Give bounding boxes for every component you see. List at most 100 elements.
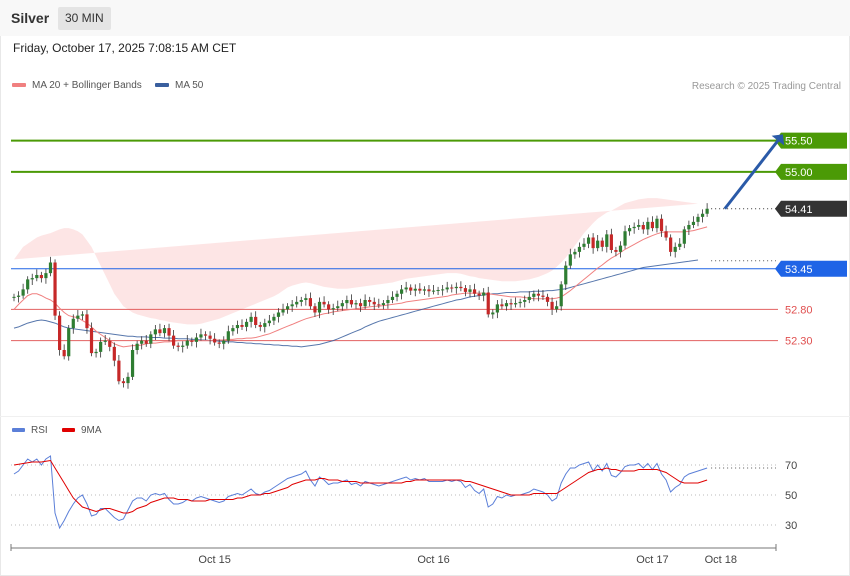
rsi-ma-label: 9MA [81, 425, 102, 436]
candle-body [336, 306, 340, 309]
candle-body [468, 289, 472, 292]
candle-body [135, 343, 139, 350]
candle-body [559, 284, 563, 307]
last-label: 54.41 [785, 204, 813, 216]
candle-body [286, 306, 290, 310]
legend-rsi-ma: 9MA [62, 425, 102, 436]
candle-body [673, 246, 677, 252]
candle-body [317, 301, 322, 313]
candle-body [153, 329, 157, 335]
candle-body [67, 328, 71, 357]
support-label: 52.30 [785, 336, 813, 348]
last-tag [775, 200, 847, 217]
candle-body [281, 309, 285, 313]
candle-body [518, 301, 522, 304]
candle-body [199, 334, 203, 338]
candle-body [609, 234, 613, 250]
candle-body [400, 289, 404, 294]
candle-body [418, 288, 422, 291]
resistance-tag [775, 163, 847, 180]
candle-body [477, 293, 481, 296]
candle-body [299, 300, 303, 302]
ma50-label: MA 50 [175, 80, 204, 91]
candle-body [39, 275, 43, 279]
candle-body [413, 288, 417, 291]
candle-body [254, 316, 258, 325]
candle-body [304, 298, 308, 300]
candle-body [491, 312, 495, 315]
candle-body [472, 289, 477, 294]
candle-body [577, 246, 582, 252]
candle-body [573, 251, 577, 255]
x-tick-label: Oct 15 [198, 554, 230, 566]
pivot-label: 53.45 [785, 264, 813, 276]
candle-body [76, 315, 80, 319]
candle-body [555, 306, 559, 310]
ma20-swatch [12, 83, 26, 88]
candle-body [628, 228, 632, 232]
candle-body [459, 286, 463, 289]
candle-body [431, 290, 436, 292]
ma50-line [13, 259, 699, 348]
candle-body [313, 306, 317, 313]
header-bar: Silver 30 MIN [0, 0, 850, 36]
candle-body [463, 288, 468, 292]
candle-body [44, 273, 48, 279]
candle-body [495, 304, 499, 313]
candle-body [386, 300, 390, 304]
rsi-swatch [12, 428, 25, 433]
rsi-ma-swatch [62, 428, 75, 433]
candle-body [53, 262, 57, 316]
candle-body [582, 243, 586, 247]
candle-body [509, 303, 513, 305]
candle-body [190, 340, 194, 342]
candle-body [696, 216, 700, 222]
candle-body [340, 303, 344, 307]
copyright-text: Research © 2025 Trading Central [691, 81, 841, 92]
timeframe-button[interactable]: 30 MIN [58, 7, 111, 30]
candle-body [276, 312, 281, 317]
rsi-tick-label: 50 [785, 490, 797, 502]
candle-body [181, 345, 185, 347]
candle-body [117, 360, 121, 382]
candle-body [632, 226, 636, 229]
candle-body [126, 376, 130, 384]
rsi-ma-line [13, 459, 708, 514]
candle-body [427, 289, 431, 292]
candle-body [167, 328, 171, 336]
candle-body [655, 218, 659, 229]
candle-body [322, 301, 326, 305]
candle-body [687, 225, 691, 230]
candle-body [422, 289, 426, 291]
candle-body [450, 287, 454, 289]
candle-body [85, 314, 89, 329]
candle-body [596, 240, 600, 249]
candle-body [48, 262, 53, 274]
candle-body [249, 316, 253, 322]
candle-body [605, 234, 609, 247]
legend-ma50: MA 50 [155, 80, 203, 91]
instrument-title: Silver [11, 10, 50, 26]
candle-body [623, 231, 627, 246]
x-tick-label: Oct 17 [636, 554, 668, 566]
candle-body [541, 295, 545, 297]
candle-body [62, 350, 66, 357]
candle-body [482, 292, 486, 296]
candle-body [395, 293, 399, 297]
candle-body [172, 335, 176, 346]
candle-body [35, 275, 39, 279]
candle-body [646, 221, 650, 230]
candle-body [176, 345, 180, 347]
legend-rsi: RSI [12, 425, 48, 436]
candle-body [130, 350, 135, 377]
candle-body [162, 328, 167, 334]
candle-body [108, 340, 112, 347]
resistance-label: 55.00 [785, 167, 813, 179]
candle-body [669, 237, 673, 252]
candle-body [185, 340, 189, 346]
candle-body [591, 237, 595, 249]
candle-body [217, 342, 221, 344]
candle-body [700, 213, 705, 217]
candle-body [231, 328, 235, 332]
